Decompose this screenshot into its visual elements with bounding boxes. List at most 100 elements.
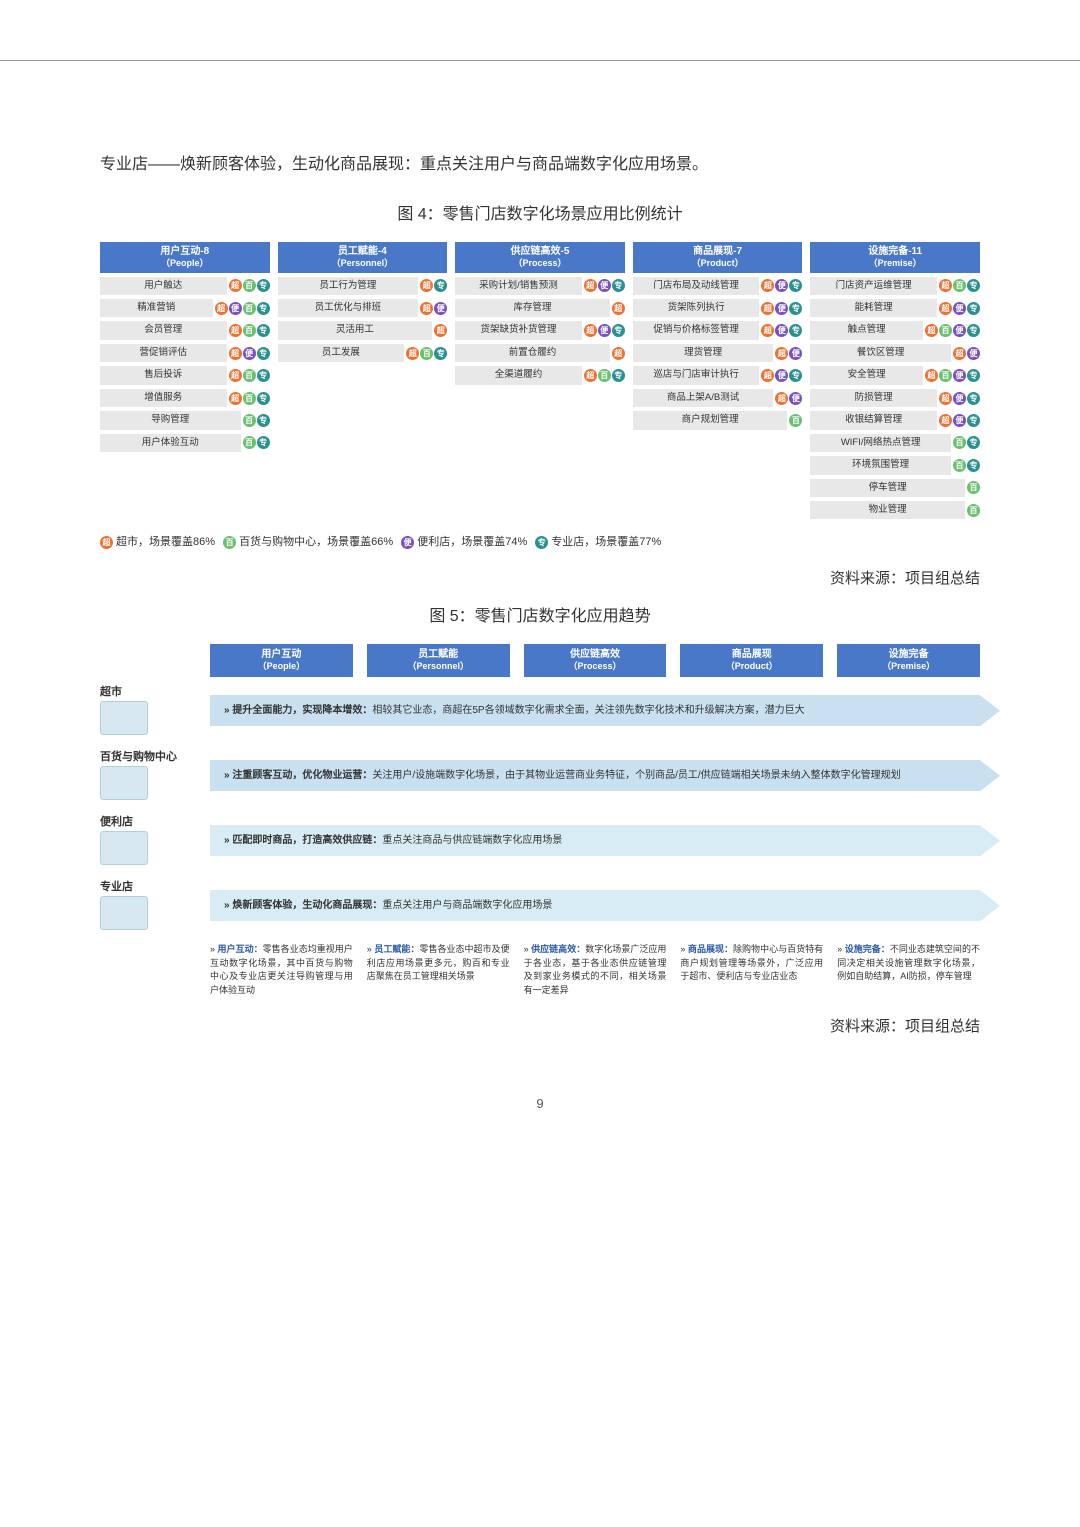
tag-百: 百: [243, 436, 256, 449]
fig4-item: 会员管理超百专: [100, 321, 270, 339]
tag-专: 专: [967, 414, 980, 427]
legend-tag: 专: [535, 536, 548, 549]
fig4-item: 全渠道履约超百专: [455, 366, 625, 384]
figure5-container: 用户互动（People）员工赋能（Personnel）供应链高效（Process…: [100, 644, 980, 997]
tag-专: 专: [967, 324, 980, 337]
tag-专: 专: [967, 369, 980, 382]
item-label: 采购计划/销售预测: [455, 277, 582, 295]
tag-专: 专: [257, 369, 270, 382]
fig4-item: 门店资产运维管理超百专: [810, 277, 980, 295]
item-label: 员工优化与排班: [278, 299, 419, 317]
tag-超: 超: [584, 279, 597, 292]
item-tags: 超便: [420, 302, 447, 315]
tag-超: 超: [953, 347, 966, 360]
tag-超: 超: [761, 324, 774, 337]
item-tags: 百专: [953, 459, 980, 472]
tag-超: 超: [584, 324, 597, 337]
fig4-item: 员工优化与排班超便: [278, 299, 448, 317]
fig4-item: 巡店与门店审计执行超便专: [633, 366, 803, 384]
tag-百: 百: [789, 414, 802, 427]
item-tags: 超: [434, 324, 447, 337]
item-tags: 百: [967, 504, 980, 517]
tag-专: 专: [257, 347, 270, 360]
tag-百: 百: [953, 279, 966, 292]
item-label: 用户体验互动: [100, 434, 241, 452]
arrow-body: » 焕新顾客体验，生动化商品展现：重点关注用户与商品端数字化应用场景: [210, 890, 980, 921]
legend-item: 百 百货与购物中心，场景覆盖66%: [223, 533, 393, 549]
tag-便: 便: [775, 279, 788, 292]
tag-便: 便: [953, 414, 966, 427]
fig4-item: 触点管理超百便专: [810, 321, 980, 339]
item-label: 能耗管理: [810, 299, 937, 317]
tag-超: 超: [229, 347, 242, 360]
fig4-item: 环境氛围管理百专: [810, 456, 980, 474]
arrow-row-label: 百货与购物中心: [100, 748, 210, 803]
item-label: WIFI/网络热点管理: [810, 434, 951, 452]
tag-超: 超: [761, 279, 774, 292]
tag-超: 超: [420, 279, 433, 292]
fig4-item: 增值服务超百专: [100, 389, 270, 407]
tag-超: 超: [775, 347, 788, 360]
tag-百: 百: [598, 369, 611, 382]
tag-百: 百: [243, 369, 256, 382]
fig4-item: 精准营销超便百专: [100, 299, 270, 317]
tag-便: 便: [953, 392, 966, 405]
tag-超: 超: [215, 302, 228, 315]
fig4-item: 货架陈列执行超便专: [633, 299, 803, 317]
item-tags: 百专: [243, 414, 270, 427]
arrow-body: » 注重顾客互动，优化物业运营：关注用户/设施端数字化场景，由于其物业运营商业务…: [210, 760, 980, 791]
fig4-item: 物业管理百: [810, 501, 980, 519]
tag-百: 百: [243, 279, 256, 292]
legend-tag: 便: [401, 536, 414, 549]
item-tags: 超百专: [584, 369, 625, 382]
item-label: 物业管理: [810, 501, 965, 519]
item-tags: 超百便专: [925, 369, 980, 382]
item-tags: 超百专: [229, 324, 270, 337]
tag-专: 专: [967, 392, 980, 405]
item-label: 门店布局及动线管理: [633, 277, 760, 295]
tag-专: 专: [789, 279, 802, 292]
fig5-bottom-cell: » 供应链高效：数字化场景广泛应用于各业态，基于各业态供应链管理及到家业务模式的…: [524, 943, 667, 997]
item-tags: 超便专: [939, 392, 980, 405]
tag-超: 超: [420, 302, 433, 315]
store-type-icon: [100, 896, 148, 930]
legend-item: 专 专业店，场景覆盖77%: [535, 533, 661, 549]
tag-超: 超: [584, 369, 597, 382]
item-label: 前置仓履约: [455, 344, 610, 362]
fig5-header: 商品展现（Product）: [680, 644, 823, 677]
item-tags: 超: [612, 347, 625, 360]
tag-百: 百: [243, 414, 256, 427]
tag-便: 便: [243, 347, 256, 360]
item-label: 餐饮区管理: [810, 344, 951, 362]
column-header: 供应链高效-5（Process）: [455, 242, 625, 273]
item-label: 货架陈列执行: [633, 299, 760, 317]
tag-专: 专: [257, 436, 270, 449]
item-tags: 超便: [775, 392, 802, 405]
item-tags: 超专: [420, 279, 447, 292]
legend-item: 便 便利店，场景覆盖74%: [401, 533, 527, 549]
fig4-item: 商户规划管理百: [633, 411, 803, 429]
tag-便: 便: [775, 324, 788, 337]
tag-超: 超: [775, 392, 788, 405]
fig4-item: 用户体验互动百专: [100, 434, 270, 452]
arrow-body: » 匹配即时商品，打造高效供应链：重点关注商品与供应链端数字化应用场景: [210, 825, 980, 856]
item-tags: 超便: [953, 347, 980, 360]
tag-超: 超: [939, 302, 952, 315]
column-header: 用户互动-8（People）: [100, 242, 270, 273]
arrow-row-label: 超市: [100, 683, 210, 738]
item-label: 商户规划管理: [633, 411, 788, 429]
fig4-item: 餐饮区管理超便: [810, 344, 980, 362]
arrow-body: » 提升全面能力，实现降本增效：相较其它业态，商超在5P各领域数字化需求全面，关…: [210, 695, 980, 726]
intro-paragraph: 专业店——焕新顾客体验，生动化商品展现：重点关注用户与商品端数字化应用场景。: [100, 151, 980, 180]
fig5-header: 员工赋能（Personnel）: [367, 644, 510, 677]
figure4-source: 资料来源：项目组总结: [100, 567, 980, 588]
tag-便: 便: [434, 302, 447, 315]
store-type-icon: [100, 701, 148, 735]
tag-专: 专: [257, 414, 270, 427]
tag-便: 便: [953, 302, 966, 315]
fig4-item: 灵活用工超: [278, 321, 448, 339]
legend-tag: 超: [100, 536, 113, 549]
fig4-item: 停车管理百: [810, 479, 980, 497]
store-type-icon: [100, 831, 148, 865]
tag-专: 专: [257, 279, 270, 292]
